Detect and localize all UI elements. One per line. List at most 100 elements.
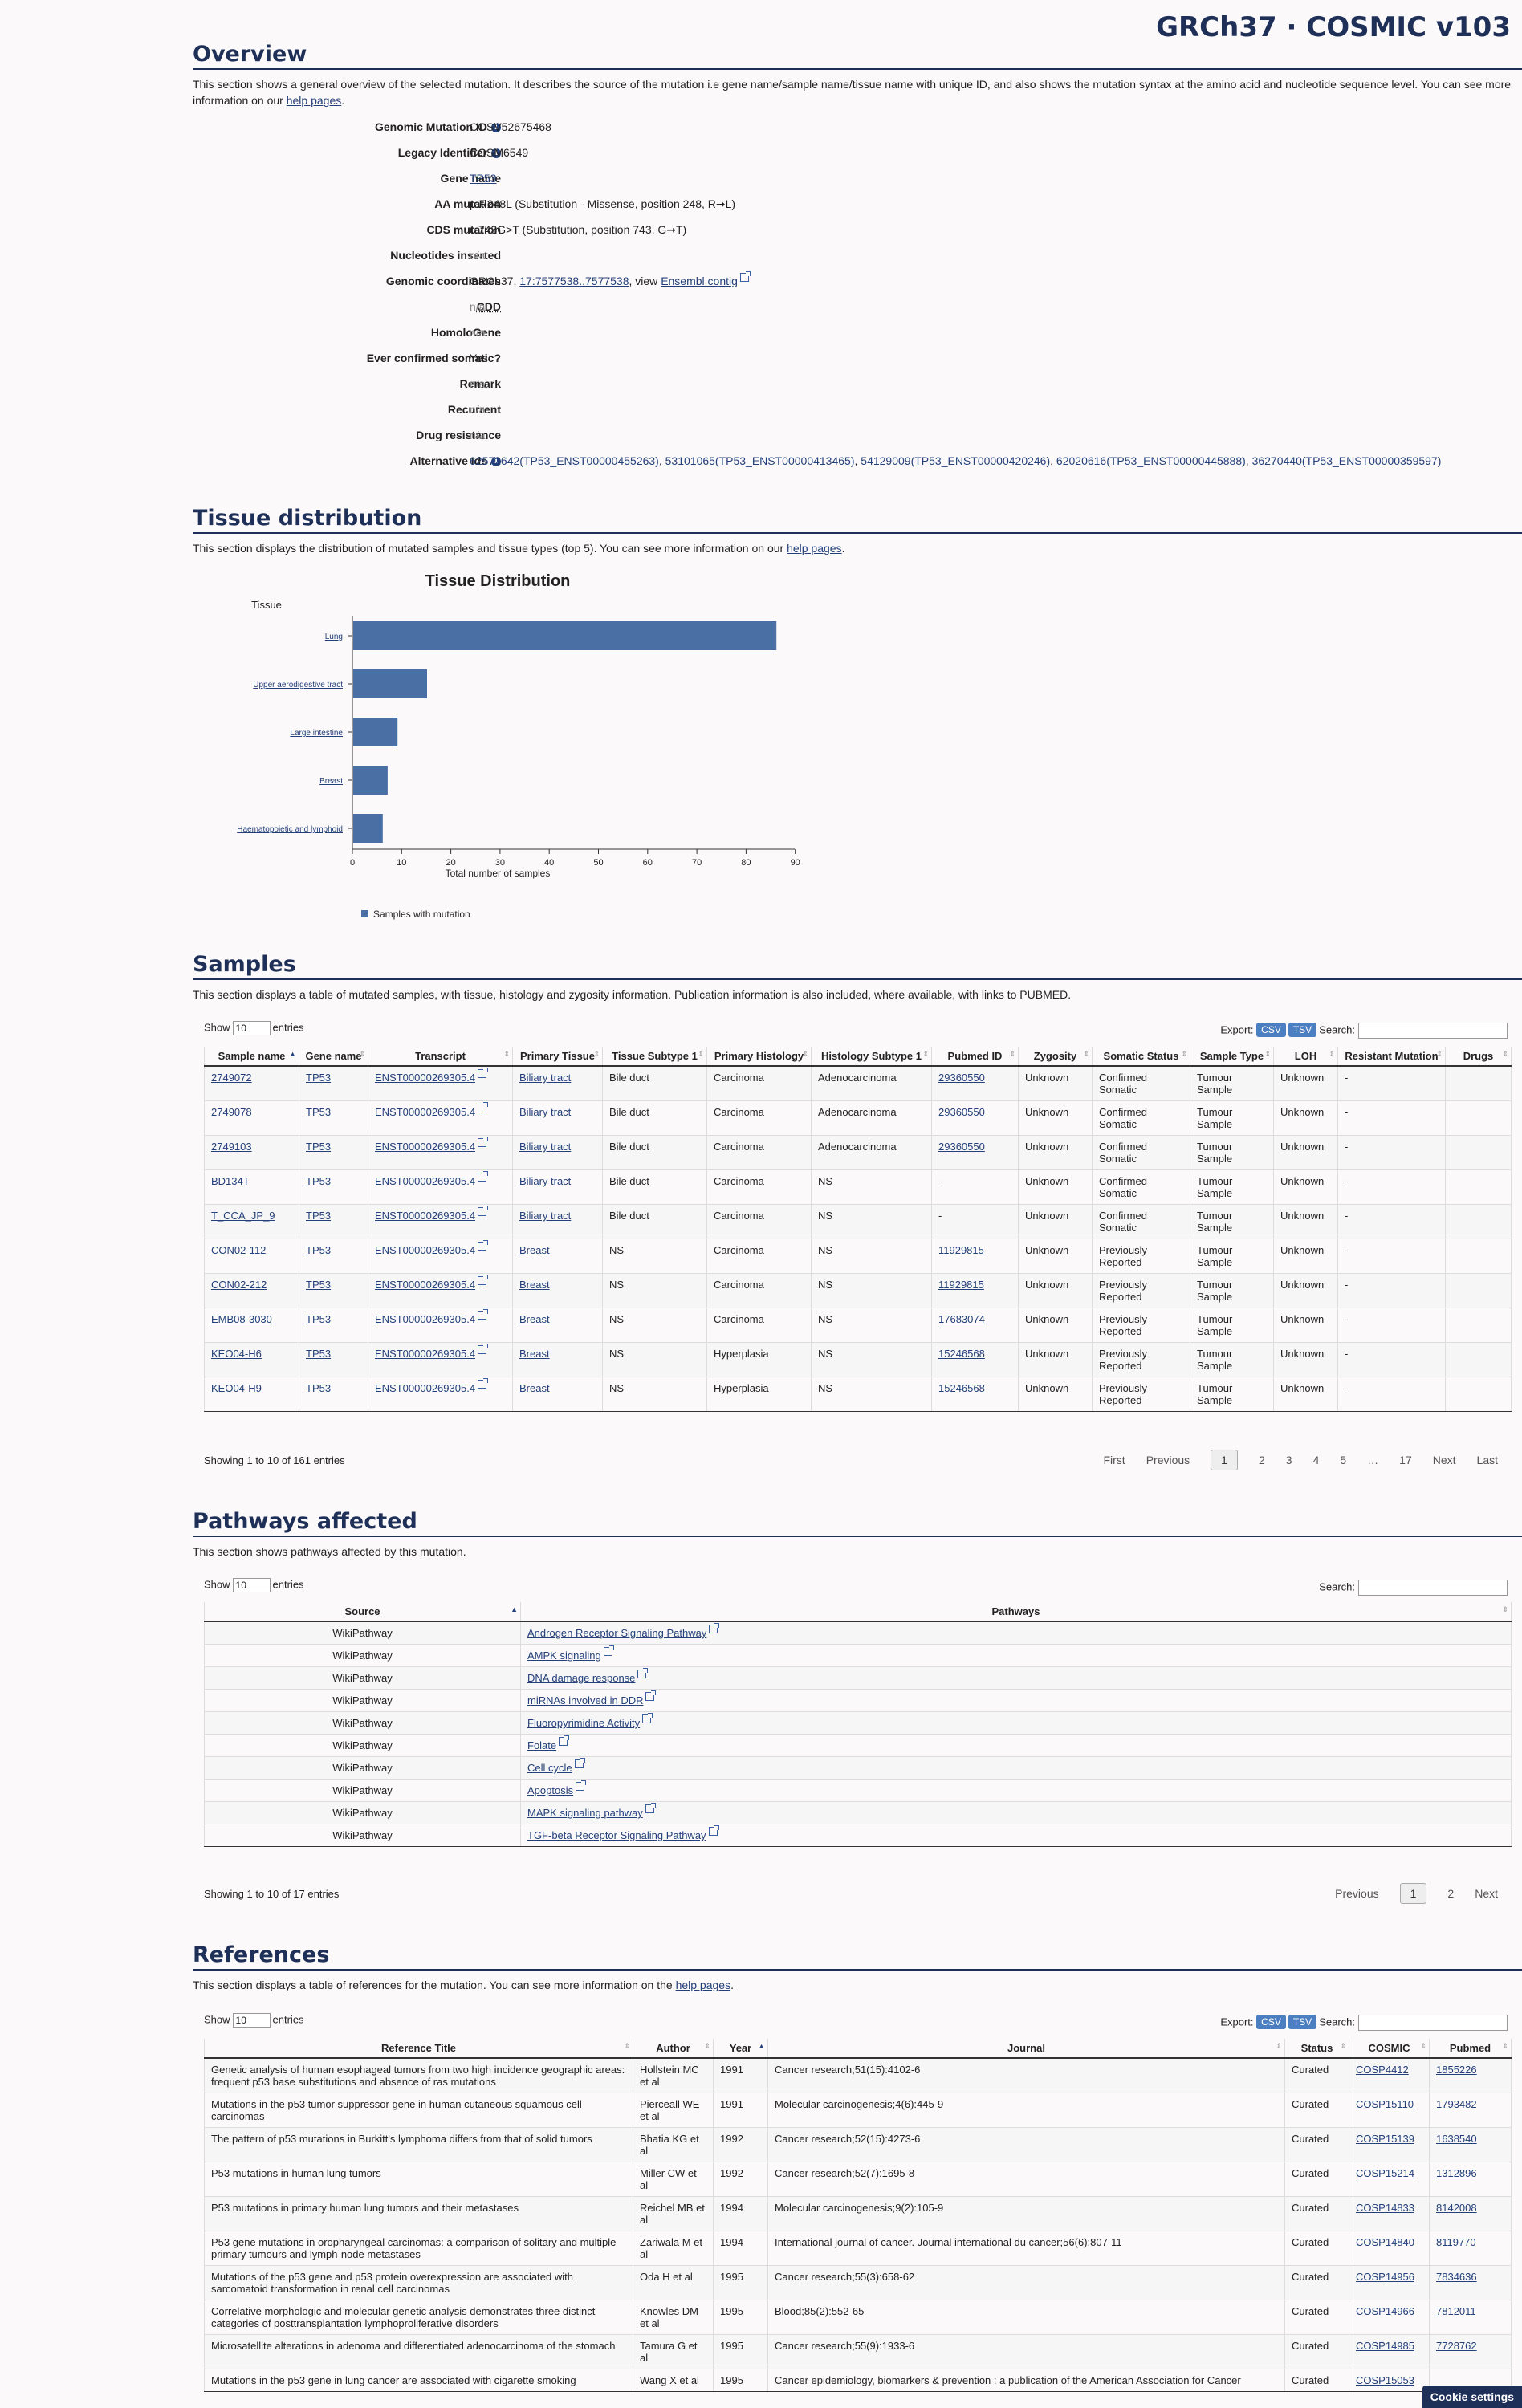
cell-link[interactable]: COSP14956 xyxy=(1356,2271,1414,2283)
cell-link[interactable]: miRNAs involved in DDR xyxy=(527,1694,644,1706)
entries-select[interactable]: 10 xyxy=(232,1021,271,1035)
column-header-reference-title[interactable]: Reference Title ⇕ xyxy=(204,2039,633,2059)
cell-link[interactable]: 7834636 xyxy=(1436,2271,1477,2283)
column-header-cosmic[interactable]: COSMIC ⇕ xyxy=(1349,2039,1430,2059)
column-header-transcript[interactable]: Transcript ⇕ xyxy=(368,1047,513,1067)
export-tsv-button[interactable]: TSV xyxy=(1288,1023,1317,1038)
cell-link[interactable]: TP53 xyxy=(306,1210,332,1222)
cell-link[interactable]: 7728762 xyxy=(1436,2340,1477,2352)
cell-link[interactable]: KEO04-H9 xyxy=(211,1382,262,1394)
cell-link[interactable]: Cell cycle xyxy=(527,1762,572,1774)
cell-link[interactable]: Biliary tract xyxy=(519,1106,572,1118)
column-header-sample-type[interactable]: Sample Type ⇕ xyxy=(1190,1047,1274,1067)
bar-lung[interactable] xyxy=(353,621,777,650)
help-pages-link[interactable]: help pages xyxy=(286,94,342,107)
page-previous[interactable]: Previous xyxy=(1335,1887,1379,1900)
column-header-pubmed[interactable]: Pubmed ⇕ xyxy=(1429,2039,1512,2059)
page-3[interactable]: 3 xyxy=(1285,1454,1292,1466)
cell-link[interactable]: ENST00000269305.4 xyxy=(375,1279,476,1291)
category-label[interactable]: Large intestine xyxy=(290,729,343,738)
page-2[interactable]: 2 xyxy=(1258,1454,1265,1466)
cell-link[interactable]: 17683074 xyxy=(938,1313,985,1325)
page-last[interactable]: Last xyxy=(1476,1454,1498,1466)
column-header-loh[interactable]: LOH ⇕ xyxy=(1273,1047,1338,1067)
cookie-settings-button[interactable]: Cookie settings xyxy=(1422,2386,1522,2408)
info-icon[interactable]: i xyxy=(491,457,501,466)
cell-link[interactable]: 15246568 xyxy=(938,1348,985,1360)
cell-link[interactable]: TP53 xyxy=(306,1244,332,1256)
bar-haematopoietic-and-lymphoid[interactable] xyxy=(353,814,383,843)
cell-link[interactable]: COSP15139 xyxy=(1356,2133,1414,2145)
cell-link[interactable]: ENST00000269305.4 xyxy=(375,1210,476,1222)
ensembl-contig-link[interactable]: Ensembl contig xyxy=(661,275,738,287)
cell-link[interactable]: BD134T xyxy=(211,1175,250,1187)
cell-link[interactable]: COSP14985 xyxy=(1356,2340,1414,2352)
alt-id-link[interactable]: 53101065(TP53_ENST00000413465) xyxy=(665,454,855,467)
cell-link[interactable]: 11929815 xyxy=(938,1279,984,1291)
cell-link[interactable]: Breast xyxy=(519,1348,550,1360)
cell-link[interactable]: EMB08-3030 xyxy=(211,1313,272,1325)
cell-link[interactable]: 11929815 xyxy=(938,1244,984,1256)
column-header-gene-name[interactable]: Gene name ⇕ xyxy=(299,1047,368,1067)
page-4[interactable]: 4 xyxy=(1312,1454,1320,1466)
alt-id-link[interactable]: 62020616(TP53_ENST00000445888) xyxy=(1056,454,1246,467)
cell-link[interactable]: Breast xyxy=(519,1313,550,1325)
cell-link[interactable]: COSP15214 xyxy=(1356,2167,1414,2179)
cell-link[interactable]: DNA damage response xyxy=(527,1672,636,1684)
cell-link[interactable]: Biliary tract xyxy=(519,1210,572,1222)
cell-link[interactable]: COSP4412 xyxy=(1356,2064,1409,2076)
column-header-somatic-status[interactable]: Somatic Status ⇕ xyxy=(1092,1047,1190,1067)
cell-link[interactable]: TP53 xyxy=(306,1279,332,1291)
column-header-drugs[interactable]: Drugs ⇕ xyxy=(1445,1047,1512,1067)
info-icon[interactable]: i xyxy=(491,148,501,158)
cell-link[interactable]: ENST00000269305.4 xyxy=(375,1348,476,1360)
entries-select[interactable]: 10 xyxy=(232,1578,271,1592)
column-header-status[interactable]: Status ⇕ xyxy=(1284,2039,1349,2059)
cell-link[interactable]: Androgen Receptor Signaling Pathway xyxy=(527,1627,707,1639)
page-next[interactable]: Next xyxy=(1432,1454,1456,1466)
cell-link[interactable]: 1638540 xyxy=(1436,2133,1477,2145)
cell-link[interactable]: Folate xyxy=(527,1739,557,1751)
alt-id-link[interactable]: 36270440(TP53_ENST00000359597) xyxy=(1251,454,1442,467)
cell-link[interactable]: MAPK signaling pathway xyxy=(527,1807,643,1819)
cell-link[interactable]: 7812011 xyxy=(1436,2305,1476,2317)
cell-link[interactable]: 29360550 xyxy=(938,1106,985,1118)
cell-link[interactable]: CON02-212 xyxy=(211,1279,267,1291)
cell-link[interactable]: ENST00000269305.4 xyxy=(375,1382,476,1394)
help-pages-link[interactable]: help pages xyxy=(787,542,842,555)
cell-link[interactable]: T_CCA_JP_9 xyxy=(211,1210,275,1222)
cell-link[interactable]: COSP14966 xyxy=(1356,2305,1414,2317)
cell-link[interactable]: Breast xyxy=(519,1244,550,1256)
page-2[interactable]: 2 xyxy=(1447,1887,1455,1900)
cell-link[interactable]: Breast xyxy=(519,1382,550,1394)
alt-id-link[interactable]: 62572642(TP53_ENST00000455263) xyxy=(470,454,659,467)
cell-link[interactable]: 29360550 xyxy=(938,1141,985,1153)
column-header-sample-name[interactable]: Sample name ▲ xyxy=(204,1047,299,1067)
column-header-tissue-subtype-1[interactable]: Tissue Subtype 1 ⇕ xyxy=(602,1047,707,1067)
cell-link[interactable]: CON02-112 xyxy=(211,1244,267,1256)
bar-breast[interactable] xyxy=(353,766,388,795)
cell-link[interactable]: TP53 xyxy=(306,1313,332,1325)
cell-link[interactable]: 2749078 xyxy=(211,1106,252,1118)
page-1[interactable]: 1 xyxy=(1211,1450,1238,1470)
cell-link[interactable]: Biliary tract xyxy=(519,1072,572,1084)
cell-link[interactable]: TP53 xyxy=(306,1175,332,1187)
column-header-resistant-mutation[interactable]: Resistant Mutation ⇕ xyxy=(1337,1047,1446,1067)
cell-link[interactable]: TP53 xyxy=(306,1382,332,1394)
info-icon[interactable]: i xyxy=(491,123,501,132)
search-input[interactable] xyxy=(1358,1023,1508,1039)
column-header-pubmed-id[interactable]: Pubmed ID ⇕ xyxy=(931,1047,1019,1067)
gene-name-link[interactable]: TP53 xyxy=(470,172,497,185)
column-header-histology-subtype-1[interactable]: Histology Subtype 1 ⇕ xyxy=(811,1047,932,1067)
cell-link[interactable]: TP53 xyxy=(306,1141,332,1153)
export-csv-button[interactable]: CSV xyxy=(1256,1023,1286,1038)
search-input[interactable] xyxy=(1358,2015,1508,2031)
column-header-primary-tissue[interactable]: Primary Tissue ⇕ xyxy=(512,1047,603,1067)
page-17[interactable]: 17 xyxy=(1399,1454,1412,1466)
column-header-zygosity[interactable]: Zygosity ⇕ xyxy=(1018,1047,1093,1067)
cell-link[interactable]: 1855226 xyxy=(1436,2064,1477,2076)
category-label[interactable]: Upper aerodigestive tract xyxy=(253,681,343,689)
cell-link[interactable]: Biliary tract xyxy=(519,1175,572,1187)
cell-link[interactable]: TGF-beta Receptor Signaling Pathway xyxy=(527,1829,706,1841)
page-5[interactable]: 5 xyxy=(1340,1454,1347,1466)
